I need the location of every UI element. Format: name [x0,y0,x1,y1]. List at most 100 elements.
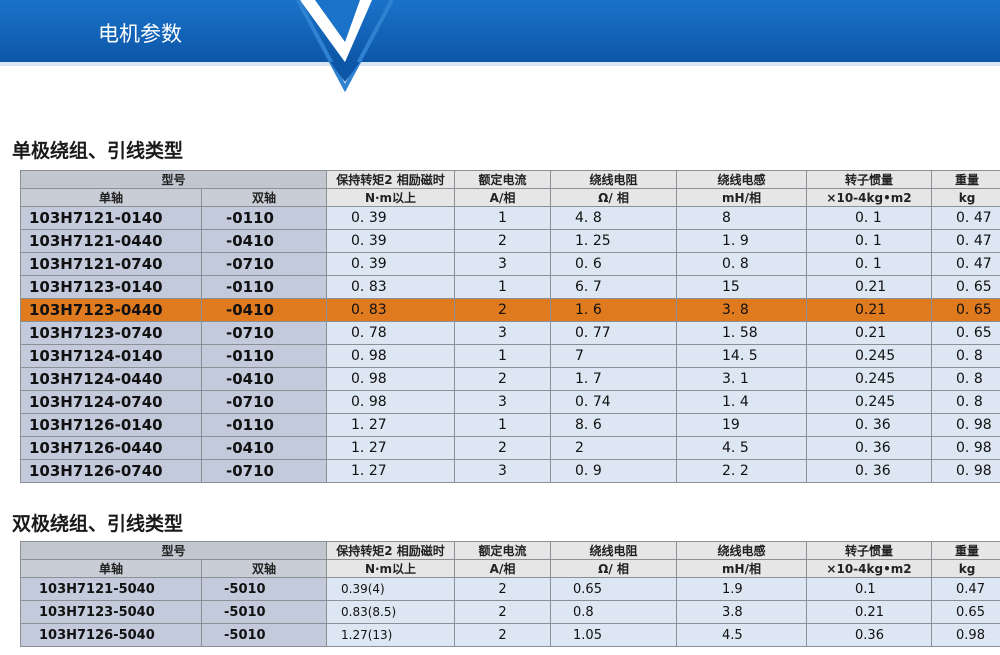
current-header: 额定电流 [454,170,552,189]
unipolar-spec-table: 型号 保持转矩2 相励磁时 额定电流 绕线电阻 绕线电感 转子惯量 重量 单轴 … [19,170,1000,483]
resistance-header: 绕线电阻 [550,541,678,560]
double-shaft-model-cell: -0710 [200,252,328,276]
single-shaft-model-cell: 103H7123-0440 [20,298,202,322]
single-shaft-model-cell: 103H7126-0140 [20,413,202,437]
winding-resistance-cell: 1. 7 [550,367,678,391]
holding-torque-cell: 1. 27 [326,413,456,437]
holding-torque-cell: 0. 39 [326,206,456,230]
double-shaft-model-cell: -0110 [200,413,328,437]
holding-torque-cell: 0. 98 [326,367,456,391]
weight-cell: 0. 8 [931,367,1000,391]
rated-current-cell: 1 [454,275,552,299]
rated-current-cell: 3 [454,252,552,276]
winding-inductance-cell: 1.9 [676,577,808,601]
table-row: 103H7124-0140 -0110 0. 98 1 7 14. 5 0.245 0. 8 [20,344,1000,368]
holding-torque-cell: 1.27(13) [326,623,456,647]
header-banner [0,0,1000,93]
table-row: 103H7123-0740 -0710 0. 78 3 0. 77 1. 58 0.21 0.… [20,321,1000,345]
winding-resistance-cell: 7 [550,344,678,368]
single-shaft-model-cell: 103H7123-0740 [20,321,202,345]
winding-resistance-cell: 8. 6 [550,413,678,437]
weight-cell: 0.98 [931,623,1000,647]
rotor-inertia-cell: 0. 36 [806,459,933,483]
weight-unit: kg [931,188,1000,207]
holding-torque-cell: 0. 78 [326,321,456,345]
rotor-inertia-cell: 0.36 [806,623,933,647]
winding-inductance-cell: 4. 5 [676,436,808,460]
bipolar-spec-table: 型号 保持转矩2 相励磁时 额定电流 绕线电阻 绕线电感 转子惯量 重量 单轴 … [19,541,1000,647]
double-shaft-model-cell: -0410 [200,298,328,322]
single-shaft-model-cell: 103H7124-0740 [20,390,202,414]
section-title-bipolar: 双极绕组、引线类型 [12,513,184,535]
rotor-inertia-cell: 0.21 [806,275,933,299]
weight-cell: 0.65 [931,600,1000,624]
single-shaft-model-cell: 103H7126-5040 [20,623,202,647]
rotor-inertia-cell: 0. 1 [806,229,933,253]
table-row: 103H7121-0440 -0410 0. 39 2 1. 25 1. 9 0. 1 0. … [20,229,1000,253]
winding-resistance-cell: 0.8 [550,600,678,624]
table-row: 103H7126-0140 -0110 1. 27 1 8. 6 19 0. 36 0. 98 [20,413,1000,437]
winding-inductance-cell: 3.8 [676,600,808,624]
torque-unit: N·m以上 [326,188,456,207]
single-shaft-model-cell: 103H7124-0440 [20,367,202,391]
rotor-inertia-cell: 0.245 [806,367,933,391]
current-unit: A/相 [454,559,552,578]
holding-torque-cell: 0. 83 [326,275,456,299]
model-header: 型号 [19,170,328,189]
table-row: 103H7124-0740 -0710 0. 98 3 0. 74 1. 4 0.245 0.… [20,390,1000,414]
winding-inductance-cell: 4.5 [676,623,808,647]
weight-unit: kg [931,559,1000,578]
winding-resistance-cell: 1.05 [550,623,678,647]
resistance-unit: Ω/ 相 [550,559,678,578]
rated-current-cell: 3 [454,459,552,483]
weight-cell: 0. 65 [931,298,1000,322]
winding-resistance-cell: 0. 74 [550,390,678,414]
table-row: 103H7126-5040 -5010 1.27(13) 2 1.05 4.5 0.36 0.… [20,623,1000,647]
rated-current-cell: 2 [454,436,552,460]
winding-inductance-cell: 8 [676,206,808,230]
double-shaft-model-cell: -0110 [200,206,328,230]
rotor-inertia-cell: 0.245 [806,390,933,414]
inertia-header: 转子惯量 [806,541,933,560]
holding-torque-cell: 0. 83 [326,298,456,322]
holding-torque-cell: 0. 98 [326,390,456,414]
winding-inductance-cell: 3. 1 [676,367,808,391]
winding-inductance-cell: 1. 58 [676,321,808,345]
rotor-inertia-cell: 0. 36 [806,436,933,460]
double-shaft-model-cell: -0410 [200,229,328,253]
single-shaft-model-cell: 103H7126-0740 [20,459,202,483]
rotor-inertia-cell: 0.21 [806,321,933,345]
weight-header: 重量 [931,170,1000,189]
single-shaft-model-cell: 103H7121-0740 [20,252,202,276]
winding-inductance-cell: 3. 8 [676,298,808,322]
double-shaft-model-cell: -0410 [200,367,328,391]
winding-resistance-cell: 4. 8 [550,206,678,230]
double-shaft-model-cell: -0410 [200,436,328,460]
winding-resistance-cell: 0. 9 [550,459,678,483]
table-row: 103H7126-0440 -0410 1. 27 2 2 4. 5 0. 36 0. 98 [20,436,1000,460]
table-row: 103H7126-0740 -0710 1. 27 3 0. 9 2. 2 0. 36 0. … [20,459,1000,483]
weight-cell: 0. 8 [931,344,1000,368]
single-shaft-model-cell: 103H7121-0440 [20,229,202,253]
torque-header: 保持转矩2 相励磁时 [326,170,456,189]
table-row-highlighted: 103H7123-0440 -0410 0. 83 2 1. 6 3. 8 0.21 0. 6… [20,298,1000,322]
weight-cell: 0. 47 [931,206,1000,230]
rotor-inertia-cell: 0.245 [806,344,933,368]
holding-torque-cell: 1. 27 [326,436,456,460]
winding-inductance-cell: 15 [676,275,808,299]
rated-current-cell: 2 [454,298,552,322]
rotor-inertia-cell: 0. 1 [806,252,933,276]
double-shaft-model-cell: -0710 [200,390,328,414]
rotor-inertia-cell: 0. 36 [806,413,933,437]
holding-torque-cell: 0. 98 [326,344,456,368]
rated-current-cell: 2 [454,577,552,601]
inductance-unit: mH/相 [676,559,808,578]
double-shaft-header: 双轴 [200,188,328,207]
single-shaft-model-cell: 103H7126-0440 [20,436,202,460]
double-shaft-model-cell: -5010 [200,600,328,624]
inertia-unit: ×10-4kg•m2 [806,188,933,207]
rated-current-cell: 2 [454,623,552,647]
table-row: 103H7121-0740 -0710 0. 39 3 0. 6 0. 8 0. 1 0. 4… [20,252,1000,276]
weight-cell: 0.47 [931,577,1000,601]
winding-inductance-cell: 19 [676,413,808,437]
